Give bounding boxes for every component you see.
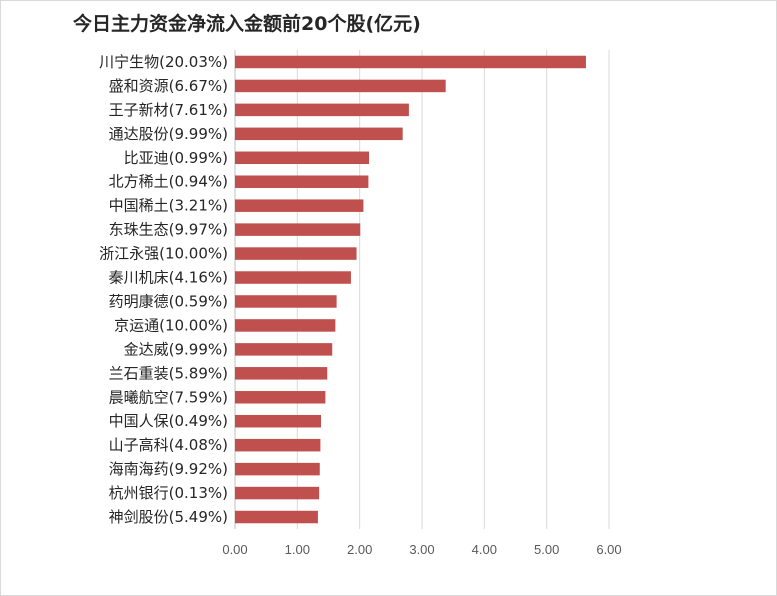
bar bbox=[235, 103, 409, 117]
bar bbox=[235, 319, 336, 332]
category-label: 北方稀土(0.94%) bbox=[109, 173, 228, 191]
bar bbox=[235, 199, 364, 212]
category-label: 秦川机床(4.16%) bbox=[109, 269, 228, 287]
category-label: 金达威(9.99%) bbox=[124, 340, 228, 358]
category-label: 王子新材(7.61%) bbox=[109, 101, 228, 119]
category-label: 比亚迪(0.99%) bbox=[124, 149, 228, 167]
bar bbox=[235, 271, 351, 284]
bar bbox=[235, 79, 446, 93]
x-tick-label: 4.00 bbox=[472, 542, 497, 557]
category-label: 药明康德(0.59%) bbox=[109, 292, 228, 310]
bar bbox=[235, 127, 403, 141]
x-tick-labels: 0.00 1.00 2.00 3.00 4.00 5.00 6.00 bbox=[222, 542, 621, 557]
category-label: 兰石重装(5.89%) bbox=[109, 364, 228, 382]
bar bbox=[235, 510, 318, 524]
bar bbox=[235, 486, 320, 500]
bar bbox=[235, 438, 321, 452]
gridlines bbox=[234, 50, 610, 529]
category-label: 东珠生态(9.97%) bbox=[109, 221, 228, 239]
category-label: 神剑股份(5.49%) bbox=[109, 508, 228, 526]
chart-title: 今日主力资金净流入金额前20个股(亿元) bbox=[73, 13, 421, 35]
bar bbox=[235, 247, 357, 260]
x-tick-label: 5.00 bbox=[534, 542, 559, 557]
category-label: 晨曦航空(7.59%) bbox=[109, 388, 228, 406]
x-tick-label: 0.00 bbox=[222, 542, 247, 557]
bars bbox=[235, 55, 586, 524]
x-tick-label: 6.00 bbox=[596, 542, 621, 557]
bar bbox=[235, 367, 328, 380]
x-tick-label: 3.00 bbox=[409, 542, 434, 557]
bar bbox=[235, 295, 337, 308]
bar bbox=[235, 223, 361, 236]
bar bbox=[235, 343, 333, 356]
category-label: 通达股份(9.99%) bbox=[109, 125, 228, 143]
category-label: 杭州银行(0.13%) bbox=[109, 484, 228, 502]
bar bbox=[235, 151, 370, 165]
bar bbox=[235, 175, 369, 188]
category-label: 山子高科(4.08%) bbox=[109, 436, 228, 454]
bar bbox=[235, 462, 320, 476]
bar bbox=[235, 55, 586, 69]
category-label: 浙江永强(10.00%) bbox=[99, 245, 228, 263]
bar bbox=[235, 414, 322, 428]
category-label: 川宁生物(20.03%) bbox=[99, 53, 228, 71]
x-tick-label: 1.00 bbox=[285, 542, 310, 557]
category-label: 中国稀土(3.21%) bbox=[109, 197, 228, 215]
category-label: 京运通(10.00%) bbox=[114, 316, 228, 334]
category-labels: 川宁生物(20.03%) 盛和资源(6.67%) 王子新材(7.61%) 通达股份(9… bbox=[99, 53, 228, 526]
category-label: 中国人保(0.49%) bbox=[109, 412, 228, 430]
category-label: 盛和资源(6.67%) bbox=[109, 77, 228, 95]
category-label: 海南海药(9.92%) bbox=[109, 460, 228, 478]
bar bbox=[235, 391, 326, 404]
x-tick-label: 2.00 bbox=[347, 542, 372, 557]
